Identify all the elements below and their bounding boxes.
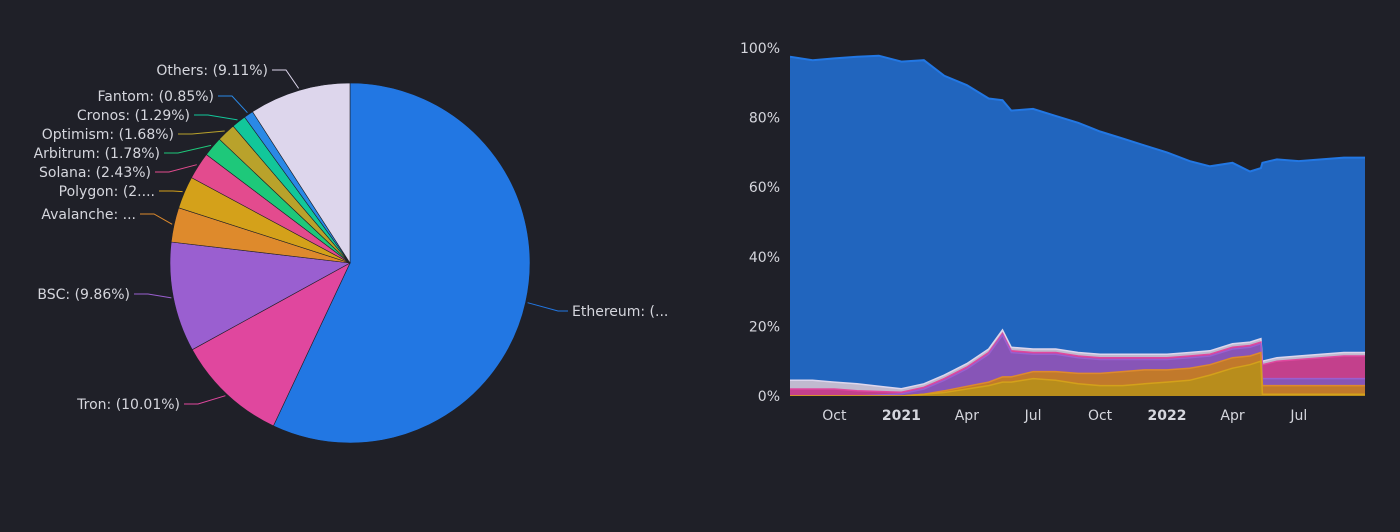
pie-slice-label: Fantom: (0.85%) <box>98 89 214 105</box>
area-series-line <box>790 351 1365 396</box>
area-series-line <box>790 360 1365 396</box>
pie-slice-label: Polygon: (2.... <box>59 184 155 200</box>
pie-chart: Ethereum: (... Tron: (10.01%) BSC: (9.86%)… <box>34 63 668 444</box>
pie-slice-label: BSC: (9.86%) <box>37 287 130 303</box>
pie-slice-label: Solana: (2.43%) <box>39 165 151 181</box>
x-tick-label: Apr <box>955 408 979 424</box>
y-tick-label: 20% <box>749 319 780 335</box>
pie-leader-line <box>527 302 568 312</box>
area-series-fill[interactable] <box>790 55 1365 389</box>
pie-leader-line <box>194 114 238 121</box>
pie-leader-line <box>159 190 183 193</box>
pie-slice-label: Optimism: (1.68%) <box>42 127 174 143</box>
pie-leader-line <box>218 95 248 114</box>
pie-leader-line <box>140 213 173 225</box>
area-series-fill[interactable] <box>790 335 1365 396</box>
area-series-line <box>790 333 1365 396</box>
x-tick-label: 2022 <box>1148 408 1187 424</box>
area-series-line <box>790 54 1365 173</box>
pie-leader-line <box>272 69 300 89</box>
x-tick-label: 2021 <box>882 408 921 424</box>
pie-slice[interactable] <box>169 241 351 351</box>
y-tick-label: 80% <box>749 111 780 127</box>
area-series-line <box>790 328 1365 390</box>
pie-leader-line <box>155 164 197 173</box>
pie-slice-label: Avalanche: ... <box>41 207 136 223</box>
y-tick-label: 0% <box>758 389 780 405</box>
y-tick-label: 100% <box>740 41 780 57</box>
x-tick-label: Apr <box>1220 408 1244 424</box>
y-tick-label: 40% <box>749 250 780 266</box>
area-series-fill[interactable] <box>790 361 1365 396</box>
x-tick-label: Jul <box>1024 408 1042 424</box>
pie-slice[interactable] <box>191 262 351 427</box>
pie-leader-line <box>164 144 212 154</box>
pie-leader-line <box>134 293 172 299</box>
pie-slice[interactable] <box>273 82 531 444</box>
area-series-fill[interactable] <box>790 329 1365 393</box>
x-tick-label: Jul <box>1289 408 1307 424</box>
pie-slice-label: Tron: (10.01%) <box>76 397 180 413</box>
area-series-fill[interactable] <box>790 352 1365 397</box>
pie-slice-label: Cronos: (1.29%) <box>77 108 190 124</box>
pie-slice-label: Arbitrum: (1.78%) <box>34 146 160 162</box>
area-series-line <box>790 331 1365 393</box>
pie-slice-label: Ethereum: (... <box>572 304 668 320</box>
y-tick-label: 60% <box>749 180 780 196</box>
pie-leader-line <box>184 395 226 405</box>
pie-slice-label: Others: (9.11%) <box>156 63 268 79</box>
pie-leader-line <box>178 130 225 135</box>
x-tick-label: Oct <box>1088 408 1113 424</box>
x-tick-label: Oct <box>822 408 847 424</box>
stacked-area-chart: 0% 20% 40% 60% 80% 100% Oct 2021 Apr Jul Oct 2022 Ap… <box>740 41 1365 424</box>
pie-slice[interactable] <box>252 82 351 265</box>
